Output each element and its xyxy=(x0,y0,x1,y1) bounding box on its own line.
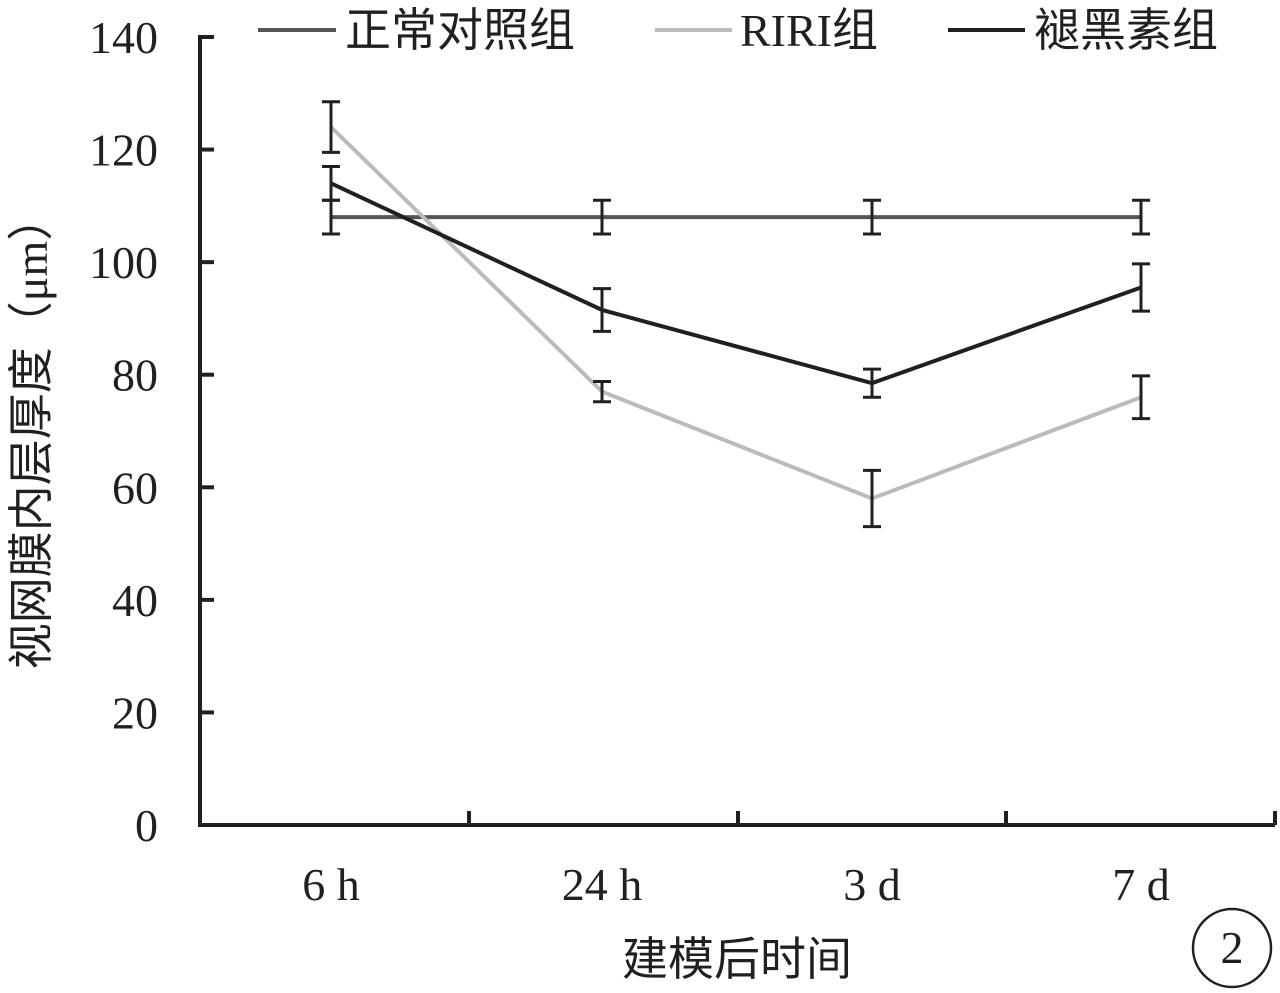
x-tick-label: 3 d xyxy=(843,859,901,910)
y-tick-label: 100 xyxy=(89,237,158,288)
legend: 正常对照组 RIRI组 褪黑素组 xyxy=(258,5,1218,56)
legend-label: 正常对照组 xyxy=(345,5,575,56)
legend-item-1: 正常对照组 xyxy=(258,5,575,56)
y-tick-label: 40 xyxy=(112,575,158,626)
series-line xyxy=(330,181,1142,386)
series-3 xyxy=(322,164,1150,399)
x-tick-label: 24 h xyxy=(562,859,643,910)
panel-label: 2 xyxy=(1221,922,1244,973)
y-tick-label: 120 xyxy=(89,125,158,176)
legend-item-3: 褪黑素组 xyxy=(948,5,1218,56)
x-tick-label: 6 h xyxy=(302,859,360,910)
series-1 xyxy=(322,198,1150,236)
x-ticks: 6 h 24 h 3 d 7 d xyxy=(302,811,1277,910)
series-line xyxy=(329,125,1142,501)
y-tick-label: 60 xyxy=(112,462,158,513)
y-tick-label: 0 xyxy=(135,800,158,851)
panel-label-circle xyxy=(1191,907,1273,989)
series-layer xyxy=(322,100,1150,529)
x-axis-title: 建模后时间 xyxy=(622,934,852,985)
y-tick-label: 20 xyxy=(112,687,158,738)
legend-label: RIRI组 xyxy=(740,5,878,56)
legend-label: 褪黑素组 xyxy=(1034,5,1218,56)
y-tick-label: 80 xyxy=(112,350,158,401)
x-tick-label: 7 d xyxy=(1112,859,1170,910)
panel-label-badge: 2 xyxy=(1191,907,1273,989)
y-axis-title: 视网膜内层厚度（μm） xyxy=(6,195,57,669)
y-tick-label: 140 xyxy=(89,12,158,63)
y-ticks: 0 20 40 60 80 100 120 140 xyxy=(89,12,214,851)
series-2 xyxy=(322,100,1150,529)
legend-item-2: RIRI组 xyxy=(655,5,878,56)
